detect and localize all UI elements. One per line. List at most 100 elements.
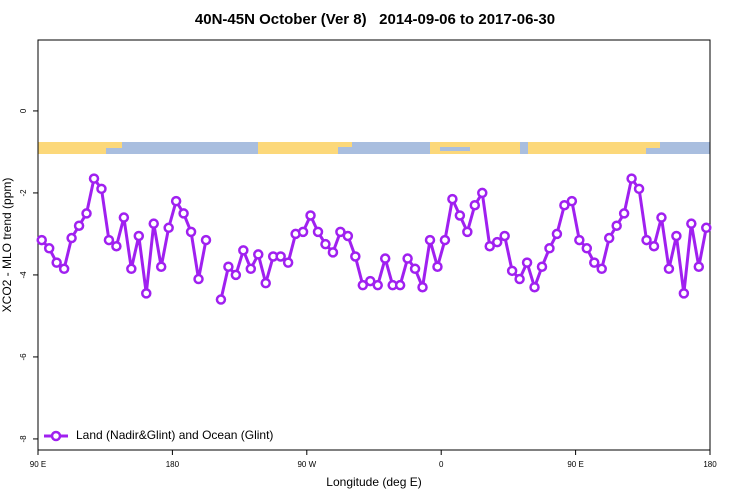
data-point <box>342 230 354 242</box>
data-point <box>185 226 197 238</box>
data-point <box>96 183 107 195</box>
data-point <box>103 234 115 246</box>
data-point <box>506 265 518 277</box>
legend-marker <box>50 430 62 442</box>
data-point <box>529 281 540 293</box>
land <box>528 142 646 154</box>
data-point <box>633 183 645 195</box>
data-point <box>379 253 391 264</box>
land-ocean-strip <box>38 142 710 154</box>
data-point <box>686 218 697 229</box>
data-point <box>596 263 607 275</box>
data-point <box>454 210 466 221</box>
data-point <box>536 261 548 272</box>
data-point <box>200 234 212 246</box>
y-tick-label: -2 <box>19 189 28 197</box>
data-point <box>245 263 257 275</box>
x-tick-label: 180 <box>166 460 180 469</box>
legend-label: Land (Nadir&Glint) and Ocean (Glint) <box>76 428 273 442</box>
data-point <box>178 208 189 219</box>
data-point <box>275 251 286 262</box>
data-point <box>230 269 242 281</box>
data-point <box>671 230 682 242</box>
land <box>106 142 122 148</box>
data-point <box>81 208 92 219</box>
y-tick-label: -6 <box>19 353 28 361</box>
data-point <box>626 173 637 184</box>
land <box>38 142 106 154</box>
data-point <box>253 249 264 260</box>
land <box>338 142 352 147</box>
data-point <box>335 226 346 238</box>
data-point <box>193 273 204 285</box>
data-point <box>118 212 130 223</box>
ocean <box>440 147 470 151</box>
data-point <box>701 222 712 234</box>
x-tick-label: 90 E <box>567 460 583 469</box>
data-point <box>66 232 77 244</box>
data-point <box>514 273 525 285</box>
data-point <box>223 261 234 272</box>
data-point <box>312 226 324 238</box>
data-point <box>58 263 70 275</box>
y-axis-label: XCO2 - MLO trend (ppm) <box>0 178 14 313</box>
data-point <box>581 243 593 254</box>
data-point <box>618 208 630 219</box>
y-tick-label: -4 <box>19 271 28 279</box>
data-point <box>417 281 428 293</box>
data-point <box>350 251 361 262</box>
data-point <box>372 279 383 291</box>
data-point <box>215 294 227 305</box>
data-point <box>603 232 615 244</box>
chart-title: 40N-45N October (Ver 8) 2014-09-06 to 20… <box>195 11 555 28</box>
data-point <box>611 220 622 231</box>
data-point <box>320 238 331 250</box>
data-point <box>574 234 585 246</box>
data-point <box>365 275 376 287</box>
data-point <box>111 240 122 252</box>
data-point <box>73 220 85 231</box>
x-tick-label: 90 W <box>297 460 316 469</box>
data-point <box>447 193 458 205</box>
data-point <box>51 257 62 268</box>
data-point <box>148 218 159 229</box>
data-point <box>559 199 570 211</box>
data-point <box>462 226 473 238</box>
data-point <box>282 257 294 268</box>
data-point <box>432 261 443 272</box>
data-point <box>88 173 100 184</box>
data-point <box>469 199 481 211</box>
data-point <box>641 234 652 246</box>
data-point <box>43 243 55 254</box>
y-tick-label: 0 <box>19 108 28 113</box>
data-point <box>663 263 675 275</box>
data-point <box>648 240 660 252</box>
data-point <box>133 230 145 242</box>
data-point <box>409 263 421 275</box>
data-point <box>305 210 316 221</box>
plot-frame <box>37 39 711 451</box>
data-point <box>402 253 413 264</box>
x-axis-label: Longitude (deg E) <box>326 475 421 489</box>
data-point <box>126 263 137 275</box>
data-point <box>424 234 436 246</box>
data-point <box>491 236 503 248</box>
data-point <box>566 195 578 207</box>
land <box>646 142 660 148</box>
data-point <box>477 187 488 199</box>
data-point <box>260 277 271 289</box>
data-point <box>589 257 600 268</box>
data-point <box>693 261 705 272</box>
data-point <box>36 234 47 246</box>
data-point <box>499 230 510 242</box>
data-point <box>327 247 339 258</box>
y-tick-label: -8 <box>19 435 28 443</box>
data-point <box>521 257 533 268</box>
data-point <box>155 261 167 272</box>
data-point <box>551 228 563 240</box>
data-point <box>439 234 451 246</box>
data-point <box>170 195 182 207</box>
data-point <box>484 240 495 252</box>
x-tick-label: 90 E <box>30 460 46 469</box>
